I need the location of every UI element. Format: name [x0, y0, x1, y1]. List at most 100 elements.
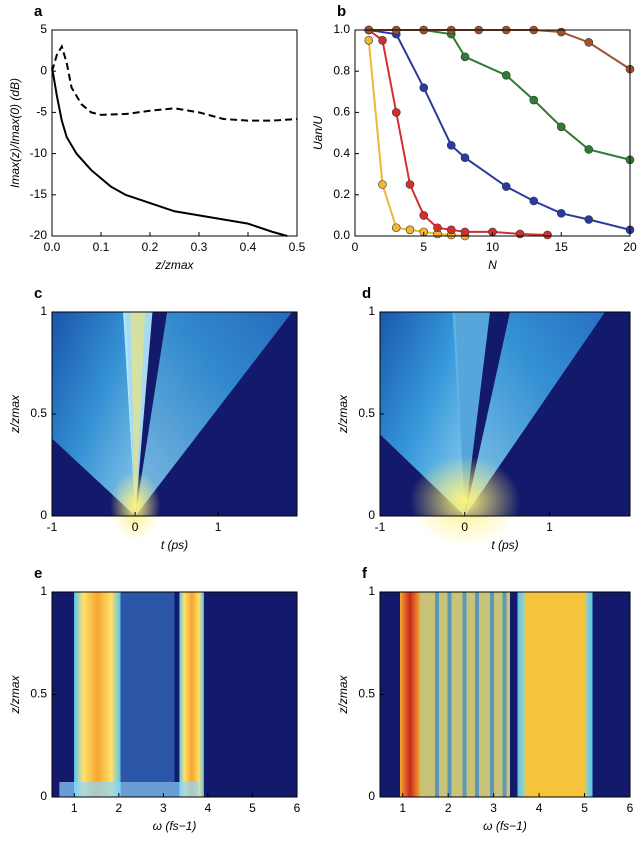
x-tick-label: 5: [249, 801, 256, 815]
data-point: [378, 35, 387, 45]
x-tick-label: 1: [71, 801, 78, 815]
image-region: [462, 592, 467, 797]
panel: 1 2 3 4 5 6 0 0.5 1 ω (fs−1) z/zmax f: [336, 565, 633, 833]
y-axis-label: z/zmax: [8, 675, 22, 715]
data-point: [584, 38, 594, 47]
y-tick-label: 0.5: [30, 406, 47, 420]
y-tick-label: 1: [368, 304, 375, 318]
data-point: [501, 71, 511, 80]
data-point: [460, 153, 470, 163]
data-point: [391, 223, 401, 233]
data-point: [378, 180, 387, 189]
panel-letter: b: [337, 3, 346, 20]
y-axis-label: z/zmax: [336, 675, 350, 715]
x-tick-label: 0: [132, 520, 139, 534]
data-point: [529, 196, 539, 206]
y-tick-label: 0.8: [333, 63, 350, 77]
image-region: [52, 312, 136, 516]
y-axis-label: z/zmax: [8, 394, 22, 434]
y-tick-label: 0: [40, 63, 47, 77]
y-tick-label: 0.2: [333, 187, 350, 201]
data-point: [584, 215, 594, 224]
x-tick-label: 0.0: [44, 240, 61, 254]
image-region: [502, 592, 507, 797]
image-region: [135, 312, 293, 516]
data-point: [556, 122, 566, 132]
x-tick-label: 15: [555, 240, 569, 254]
y-tick-label: 1: [40, 584, 47, 598]
data-point: [556, 209, 566, 218]
x-tick-label: 3: [490, 801, 497, 815]
data-point: [419, 211, 429, 220]
x-tick-label: -1: [47, 520, 58, 534]
data-line: [51, 44, 298, 122]
x-axis-label: t (ps): [491, 538, 518, 552]
data-point: [529, 95, 539, 105]
x-axis-label: z/zmax: [154, 258, 194, 272]
x-tick-label: 4: [205, 801, 212, 815]
data-point: [446, 225, 456, 235]
image-region: [400, 592, 420, 797]
y-tick-label: 0.5: [30, 687, 47, 701]
panel-letter: e: [34, 565, 42, 582]
x-tick-label: 10: [486, 240, 500, 254]
x-tick-label: 0.4: [240, 240, 257, 254]
data-line: [368, 29, 631, 231]
y-axis-label: Imax(z)/Imax(0) (dB): [8, 78, 22, 188]
data-point: [543, 230, 552, 240]
data-point: [460, 52, 470, 62]
plot-frame: [51, 29, 298, 237]
panel-letter: d: [362, 285, 371, 302]
y-tick-label: 0: [368, 789, 375, 803]
x-tick-label: 5: [581, 801, 588, 815]
x-tick-label: 6: [294, 801, 301, 815]
image-region: [410, 456, 520, 546]
y-axis-label: z/zmax: [336, 394, 350, 434]
image-region: [110, 471, 161, 541]
image-region: [475, 592, 479, 797]
image-region: [490, 592, 494, 797]
image-region: [179, 592, 204, 797]
x-tick-label: 0: [461, 520, 468, 534]
data-point: [515, 229, 525, 239]
data-line: [368, 29, 548, 236]
y-tick-label: 0.0: [333, 228, 350, 242]
image-region: [74, 592, 121, 797]
x-tick-label: -1: [375, 520, 386, 534]
image-region: [465, 312, 605, 516]
y-tick-label: -5: [36, 105, 47, 119]
y-tick-label: 1: [40, 304, 47, 318]
y-tick-label: 1: [368, 584, 375, 598]
data-point: [405, 225, 415, 235]
y-tick-label: 0.5: [358, 687, 375, 701]
data-point: [405, 180, 415, 189]
data-point: [364, 35, 374, 45]
x-tick-label: 1: [399, 801, 406, 815]
x-tick-label: 1: [215, 520, 222, 534]
plot-frame: [354, 29, 631, 237]
image-region: [435, 592, 439, 797]
x-axis-label: N: [488, 258, 497, 272]
panel-letter: a: [34, 3, 43, 20]
image-region: [130, 312, 146, 516]
y-axis-label: Uan/U: [311, 116, 325, 150]
x-tick-label: 1: [546, 520, 553, 534]
image-region: [447, 592, 452, 797]
data-point: [391, 108, 401, 117]
x-axis-label: ω (fs−1): [483, 819, 527, 833]
x-axis-label: t (ps): [161, 538, 188, 552]
y-tick-label: 5: [40, 22, 47, 36]
y-tick-label: 0: [368, 508, 375, 522]
panel: 0.0 0.1 0.2 0.3 0.4 0.5 -20 -15 -10 -5 0 5 z/zmax Ima…: [8, 3, 305, 272]
x-tick-label: 2: [445, 801, 452, 815]
image-region: [525, 592, 585, 797]
y-tick-label: 0: [40, 789, 47, 803]
data-point: [501, 182, 511, 191]
x-tick-label: 6: [627, 801, 634, 815]
y-tick-label: 0.6: [333, 105, 350, 119]
data-point: [460, 227, 470, 237]
y-tick-label: 0: [40, 508, 47, 522]
y-tick-label: 0.5: [358, 406, 375, 420]
